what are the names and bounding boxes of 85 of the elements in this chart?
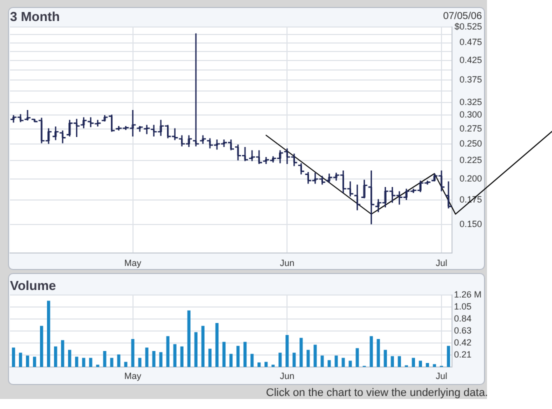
y-tick-label: 0.21 xyxy=(454,349,472,360)
bar xyxy=(278,352,282,367)
bar xyxy=(320,356,324,367)
bar xyxy=(390,356,394,367)
y-tick-label: 0.375 xyxy=(459,74,482,84)
bar xyxy=(131,339,134,367)
bar xyxy=(264,362,268,367)
text: 07/05/06 xyxy=(443,11,482,22)
bar xyxy=(12,348,16,367)
bar xyxy=(236,346,240,367)
bar xyxy=(180,346,184,367)
bar xyxy=(201,326,205,367)
y-tick-label: 0.84 xyxy=(454,313,472,324)
bar xyxy=(18,352,22,367)
bar xyxy=(124,362,128,367)
bar xyxy=(250,354,254,367)
y-tick-label: 0.63 xyxy=(454,325,472,336)
bar xyxy=(432,364,436,367)
y-tick-label: 0.325 xyxy=(459,97,482,108)
chart-title: 3 Month xyxy=(10,9,60,24)
bar xyxy=(257,362,261,367)
bar xyxy=(117,354,120,367)
y-tick-label: 0.275 xyxy=(459,123,482,134)
bar xyxy=(356,348,359,367)
bar xyxy=(61,340,64,367)
bar xyxy=(173,344,176,367)
bar xyxy=(40,326,44,367)
bar xyxy=(286,335,289,367)
y-tick-label: 0.300 xyxy=(459,110,482,120)
bar xyxy=(342,358,345,367)
x-tick-label: Jul xyxy=(436,370,448,381)
y-tick-label: 0.475 xyxy=(459,37,482,48)
bar xyxy=(54,346,58,367)
y-tick-label: 1.26 M xyxy=(454,289,482,300)
bar xyxy=(243,342,247,367)
x-tick-label: Jul xyxy=(436,258,448,268)
text: Click on the chart to view the underlying data. xyxy=(266,387,488,399)
bar xyxy=(328,360,331,367)
bar xyxy=(110,358,114,367)
chart-title: Volume xyxy=(10,278,56,293)
bar xyxy=(152,351,156,367)
bar xyxy=(229,354,233,367)
bar xyxy=(103,351,106,367)
x-tick-label: Jun xyxy=(280,258,294,268)
bar xyxy=(138,358,142,367)
bar xyxy=(412,358,415,367)
bar xyxy=(68,350,72,367)
bar xyxy=(306,350,310,367)
bar xyxy=(187,310,190,367)
y-tick-label: 0.150 xyxy=(459,218,482,229)
bar xyxy=(215,323,219,367)
bar xyxy=(82,358,86,367)
bar xyxy=(398,356,401,367)
bar xyxy=(194,332,198,367)
bar xyxy=(348,360,352,367)
bar xyxy=(314,344,317,367)
y-tick-label: 0.225 xyxy=(459,154,482,165)
x-tick-label: Jun xyxy=(280,370,294,381)
bar xyxy=(159,352,162,367)
bar xyxy=(222,342,226,367)
bar xyxy=(26,356,30,367)
bar xyxy=(208,348,212,367)
bar xyxy=(32,356,36,367)
bar xyxy=(300,338,303,367)
bar xyxy=(446,346,450,367)
y-tick-label: 0.200 xyxy=(459,173,482,184)
y-tick-label: 0.250 xyxy=(459,138,482,148)
bar xyxy=(426,363,430,367)
bar xyxy=(75,356,78,367)
y-tick-label: 1.05 xyxy=(454,301,472,312)
bar xyxy=(334,356,338,367)
bar xyxy=(376,339,380,367)
x-tick-label: May xyxy=(124,370,142,381)
y-tick-label: 0.42 xyxy=(454,337,472,348)
bar xyxy=(384,350,387,367)
y-tick-label: $0.525 xyxy=(454,21,482,32)
bar xyxy=(145,348,148,367)
bar xyxy=(292,352,296,367)
bar xyxy=(370,336,373,367)
x-tick-label: May xyxy=(124,258,142,268)
y-tick-label: 0.425 xyxy=(459,54,482,65)
bar xyxy=(47,300,50,367)
bar xyxy=(166,336,170,367)
bar xyxy=(418,360,422,367)
bar xyxy=(89,358,92,367)
